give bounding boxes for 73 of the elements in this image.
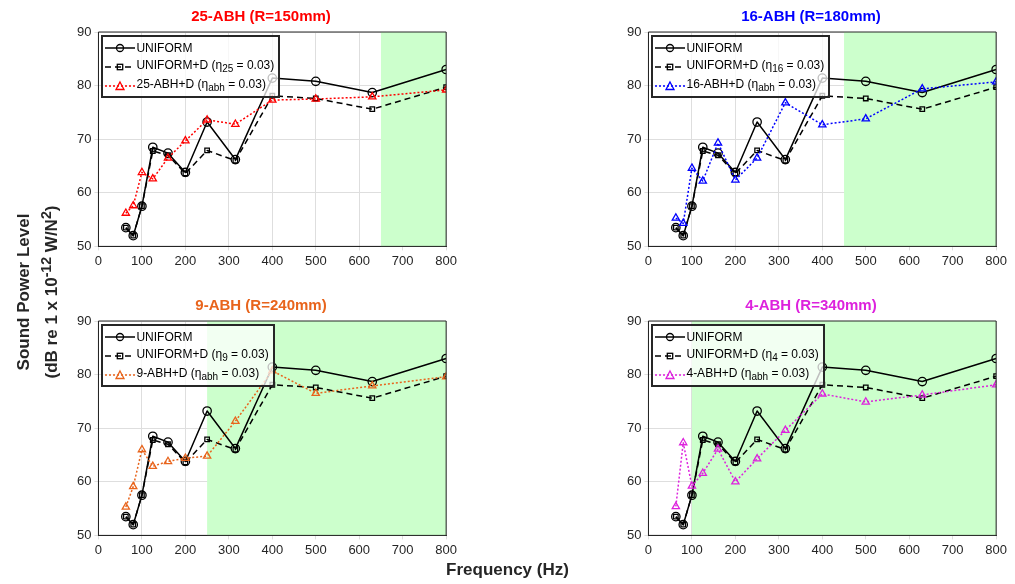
x-tick-label: 0 [94, 541, 103, 557]
y-tick-label: 90 [76, 312, 92, 328]
y-tick-label: 90 [626, 312, 642, 328]
y-tick-label: 50 [626, 237, 642, 253]
x-tick-label: 500 [854, 541, 877, 557]
x-tick-label: 300 [767, 252, 790, 268]
x-tick-label: 500 [304, 541, 327, 557]
x-tick-label: 800 [435, 252, 458, 268]
legend-label: UNIFORM+D (η$_{16}$ = 0.03) [686, 58, 825, 75]
legend-label: UNIFORM+D (η$_{9}$ = 0.03) [136, 347, 269, 364]
x-tick-label: 400 [261, 252, 284, 268]
x-tick-label: 600 [348, 541, 371, 557]
x-tick-label: 0 [644, 541, 653, 557]
y-tick-label: 70 [626, 130, 642, 146]
x-tick-label: 600 [898, 252, 921, 268]
x-tick-label: 300 [217, 541, 240, 557]
y-tick-label: 50 [76, 526, 92, 542]
x-tick-label: 100 [131, 541, 153, 557]
y-tick-label: 80 [626, 77, 642, 93]
y-tick-label: 70 [76, 130, 92, 146]
y-tick-label: 90 [76, 23, 92, 39]
x-tick-label: 300 [767, 541, 790, 557]
x-tick-label: 100 [131, 252, 153, 268]
legend-label: UNIFORM+D (η$_{25}$ = 0.03) [136, 58, 275, 75]
legend-label: 9-ABH+D (η$_{abh}$ = 0.03) [136, 366, 260, 383]
chart-title: 4-ABH (R=340mm) [745, 296, 877, 314]
x-tick-label: 600 [348, 252, 371, 268]
legend-label: UNIFORM [136, 40, 193, 55]
x-tick-label: 500 [304, 252, 327, 268]
x-tick-label: 400 [261, 541, 284, 557]
x-tick-label: 200 [174, 252, 197, 268]
x-tick-label: 600 [898, 541, 921, 557]
y-tick-label: 80 [76, 77, 92, 93]
x-tick-label: 700 [391, 541, 414, 557]
x-tick-label: 0 [94, 252, 103, 268]
y-tick-label: 60 [76, 184, 92, 200]
x-tick-label: 700 [391, 252, 414, 268]
y-tick-label: 60 [626, 473, 642, 489]
x-tick-label: 800 [985, 252, 1008, 268]
x-tick-label: 100 [681, 541, 703, 557]
legend-label: 16-ABH+D (η$_{abh}$ = 0.03) [686, 77, 816, 94]
x-tick-label: 800 [435, 541, 458, 557]
x-tick-label: 100 [681, 252, 703, 268]
y-tick-label: 80 [76, 366, 92, 382]
x-tick-label: 200 [724, 541, 747, 557]
y-tick-label: 70 [626, 419, 642, 435]
legend-label: 25-ABH+D (η$_{abh}$ = 0.03) [136, 77, 266, 94]
legend-label: UNIFORM [686, 329, 743, 344]
legend-label: UNIFORM [686, 40, 743, 55]
y-tick-label: 50 [626, 526, 642, 542]
y-tick-label: 60 [626, 184, 642, 200]
chart-title: 16-ABH (R=180mm) [741, 7, 881, 25]
y-tick-label: 60 [76, 473, 92, 489]
y-tick-label: 80 [626, 366, 642, 382]
x-tick-label: 400 [811, 252, 834, 268]
chart-title: 9-ABH (R=240mm) [195, 296, 327, 314]
x-tick-label: 0 [644, 252, 653, 268]
x-axis-title: Frequency (Hz) [445, 560, 570, 580]
x-tick-label: 800 [985, 541, 1008, 557]
y-tick-label: 70 [76, 419, 92, 435]
x-tick-label: 200 [724, 252, 747, 268]
chart-title: 25-ABH (R=150mm) [191, 7, 331, 25]
x-tick-label: 500 [854, 252, 877, 268]
x-tick-label: 200 [174, 541, 197, 557]
y-tick-label: 50 [76, 237, 92, 253]
x-tick-label: 700 [941, 541, 964, 557]
legend-label: UNIFORM+D (η$_{4}$ = 0.03) [686, 347, 819, 364]
x-tick-label: 300 [217, 252, 240, 268]
legend-label: 4-ABH+D (η$_{abh}$ = 0.03) [686, 366, 810, 383]
y-tick-label: 90 [626, 23, 642, 39]
x-tick-label: 700 [941, 252, 964, 268]
x-tick-label: 400 [811, 541, 834, 557]
legend-label: UNIFORM [136, 329, 193, 344]
